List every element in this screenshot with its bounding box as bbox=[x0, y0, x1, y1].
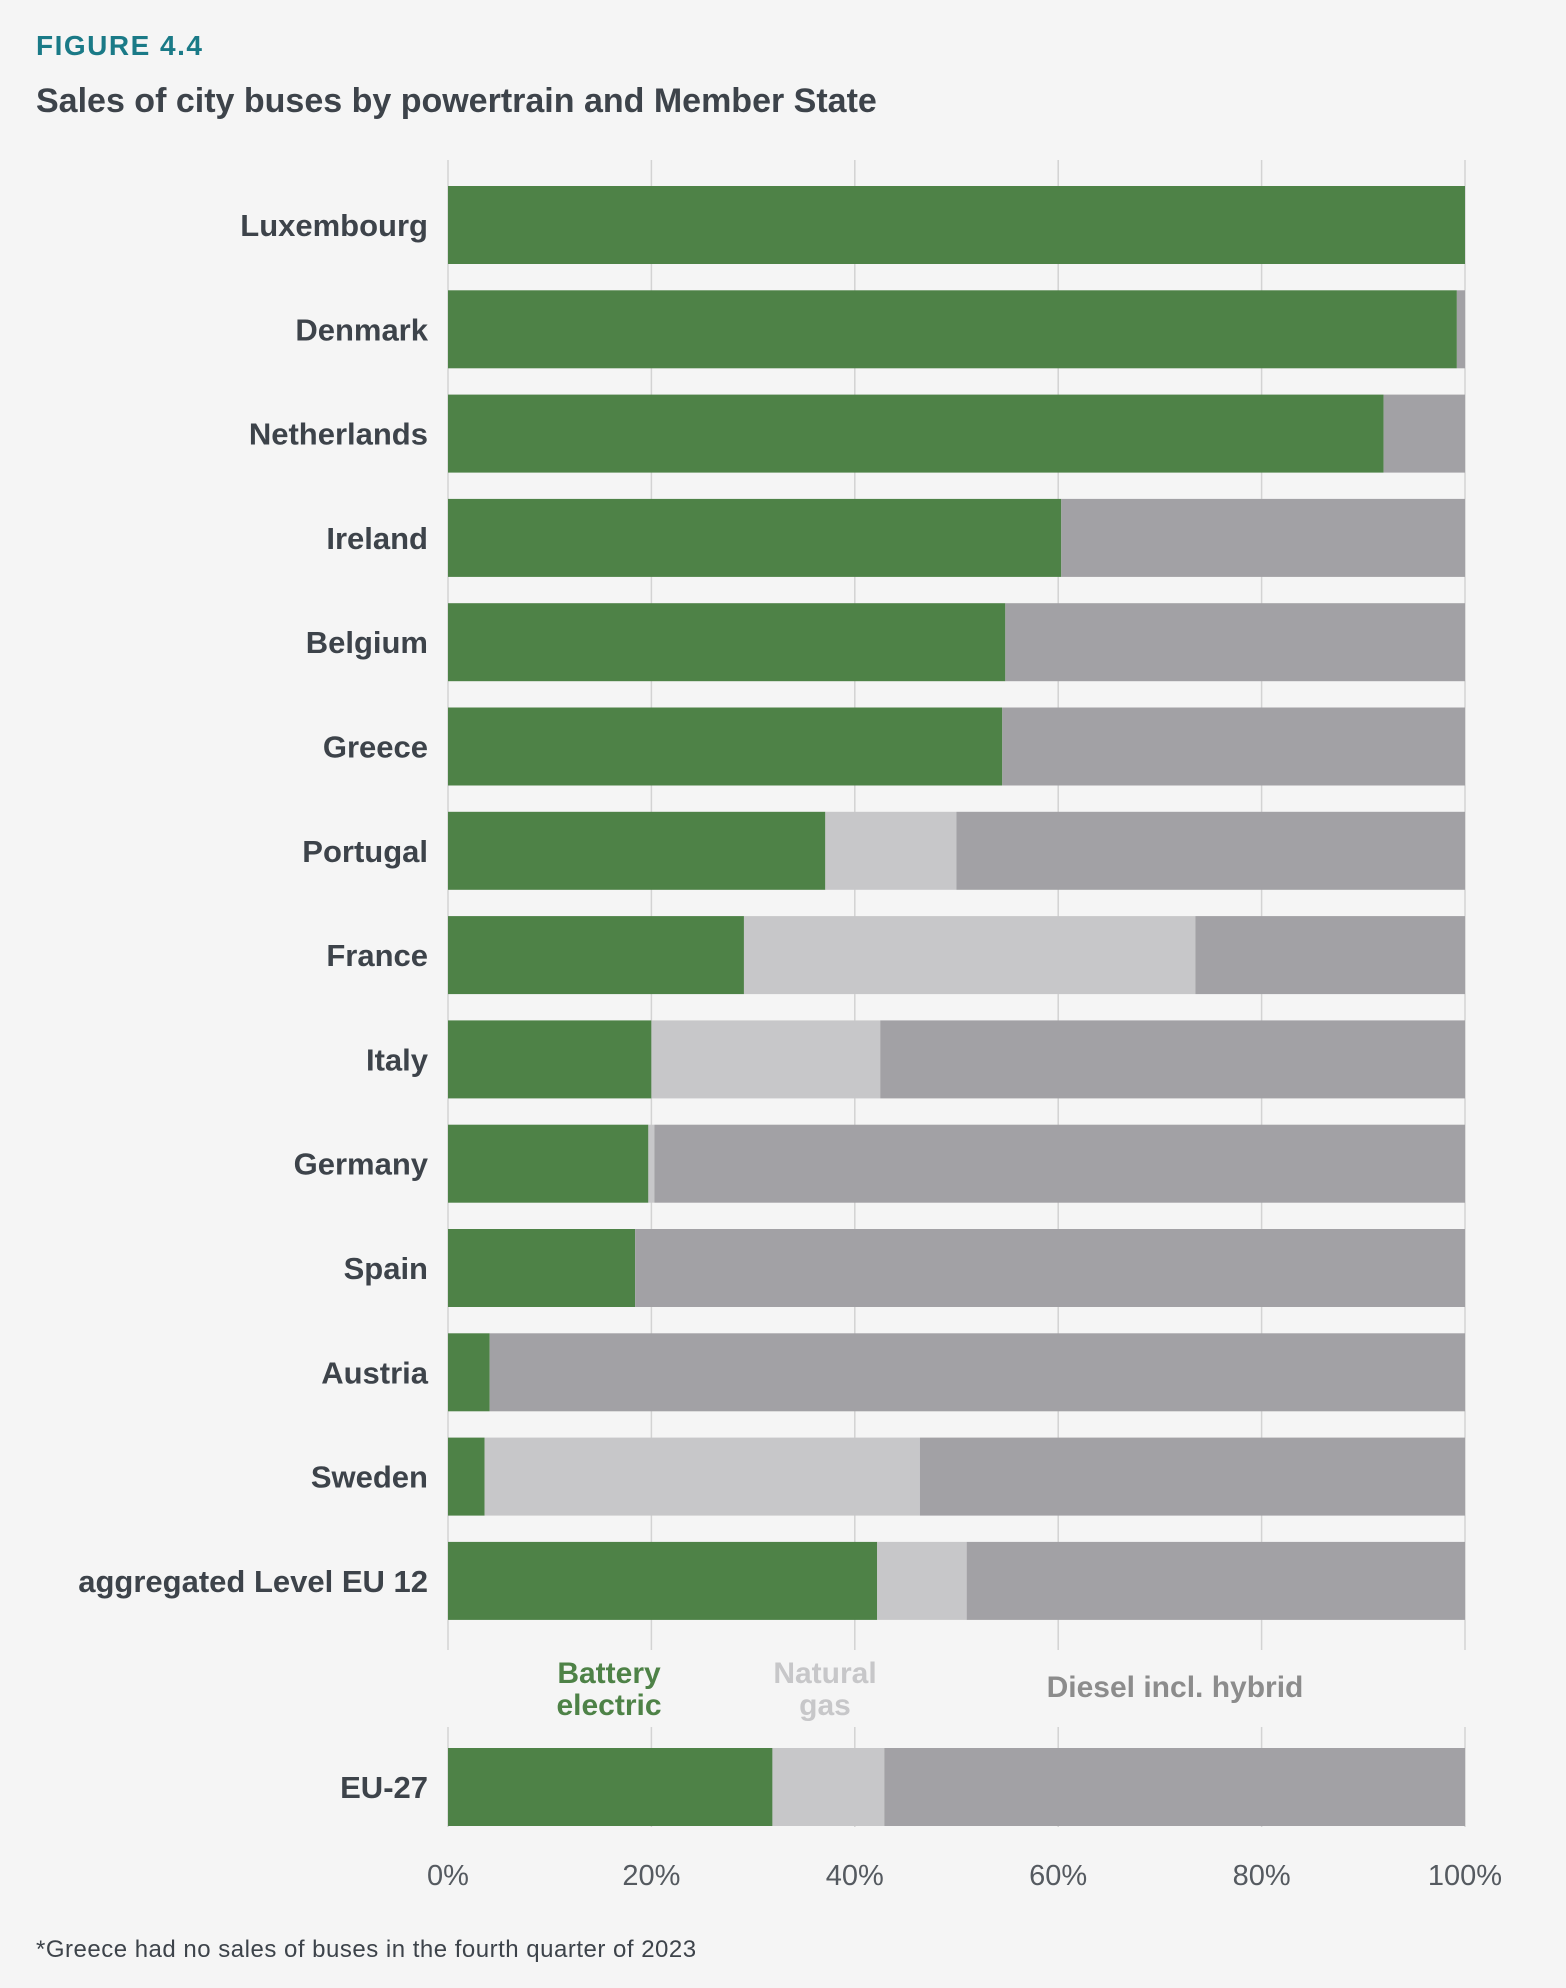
bar-segment bbox=[448, 1437, 485, 1516]
bar-segment bbox=[1005, 603, 1465, 682]
category-label: Luxembourg bbox=[240, 208, 428, 243]
legend-label: gas bbox=[799, 1689, 851, 1722]
bar-segment bbox=[651, 1020, 881, 1099]
category-label: EU-27 bbox=[340, 1770, 428, 1805]
bar-segment bbox=[919, 1437, 1465, 1516]
bar-segment bbox=[448, 707, 1003, 786]
bar-segment bbox=[654, 1124, 1465, 1203]
bar-segment bbox=[635, 1229, 1465, 1307]
category-label: Italy bbox=[366, 1042, 429, 1077]
bar-segment bbox=[448, 498, 1062, 577]
x-tick-label: 0% bbox=[427, 1860, 469, 1892]
category-label: aggregated Level EU 12 bbox=[78, 1564, 428, 1599]
bar-segment bbox=[448, 1333, 490, 1412]
category-label: Belgium bbox=[306, 625, 428, 660]
bar-segment bbox=[448, 186, 1465, 264]
category-label: Germany bbox=[294, 1147, 429, 1182]
bar-segment bbox=[448, 1541, 878, 1620]
figure-label: FIGURE 4.4 bbox=[36, 30, 204, 61]
category-label: Netherlands bbox=[249, 417, 428, 452]
bar-segment bbox=[448, 1020, 652, 1099]
chart-title: Sales of city buses by powertrain and Me… bbox=[36, 82, 877, 120]
bar-segment bbox=[884, 1748, 1465, 1826]
bar-segment bbox=[880, 1020, 1465, 1099]
category-label: Spain bbox=[344, 1251, 428, 1286]
bar-segment bbox=[448, 394, 1384, 473]
footnote: *Greece had no sales of buses in the fou… bbox=[36, 1936, 697, 1963]
legend-label: electric bbox=[556, 1689, 661, 1722]
bar-segment bbox=[448, 1748, 773, 1826]
bar-segment bbox=[484, 1437, 920, 1516]
category-label: Sweden bbox=[311, 1460, 428, 1495]
bar-segment bbox=[1195, 916, 1465, 995]
bar-segment bbox=[448, 603, 1006, 682]
x-tick-label: 40% bbox=[826, 1860, 884, 1892]
category-label: Ireland bbox=[326, 521, 428, 556]
x-tick-label: 80% bbox=[1233, 1860, 1291, 1892]
x-tick-label: 100% bbox=[1428, 1860, 1502, 1892]
bar-segment bbox=[877, 1541, 967, 1620]
bar-segment bbox=[956, 811, 1465, 890]
legend-label: Diesel incl. hybrid bbox=[1047, 1671, 1304, 1704]
bar-segment bbox=[489, 1333, 1465, 1412]
bar-segment bbox=[1456, 290, 1465, 369]
category-label: Portugal bbox=[302, 834, 428, 869]
category-label: Denmark bbox=[295, 312, 428, 347]
bar-segment bbox=[448, 811, 826, 890]
bar-segment bbox=[966, 1541, 1465, 1620]
bar-segment bbox=[448, 290, 1457, 369]
bar-segment bbox=[448, 1229, 636, 1307]
bar-segment bbox=[772, 1748, 885, 1826]
bar-segment bbox=[448, 1124, 649, 1203]
legend-label: Battery bbox=[557, 1657, 661, 1690]
x-tick-label: 20% bbox=[622, 1860, 680, 1892]
bar-segment bbox=[825, 811, 957, 890]
category-label: France bbox=[326, 938, 428, 973]
bar-segment bbox=[1002, 707, 1465, 786]
bar-segment bbox=[648, 1124, 655, 1203]
category-label: Austria bbox=[321, 1355, 429, 1390]
bar-segment bbox=[743, 916, 1196, 995]
x-tick-label: 60% bbox=[1029, 1860, 1087, 1892]
legend-label: Natural bbox=[773, 1657, 876, 1690]
category-label: Greece bbox=[323, 730, 428, 765]
bar-segment bbox=[1061, 498, 1465, 577]
bar-segment bbox=[448, 916, 744, 995]
bar-segment bbox=[1383, 394, 1465, 473]
